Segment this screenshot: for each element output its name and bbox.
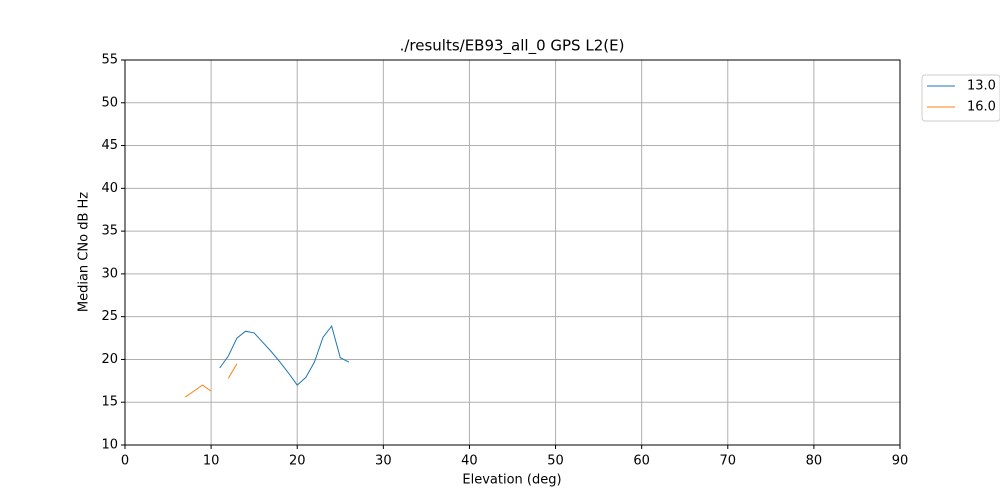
y-tick-label: 25	[101, 309, 118, 324]
y-tick-label: 55	[101, 53, 118, 68]
chart-title: ./results/EB93_all_0 GPS L2(E)	[400, 37, 625, 56]
legend-label: 16.0	[967, 100, 996, 115]
y-axis-label: Median CNo dB Hz	[77, 192, 92, 312]
y-tick-label: 10	[101, 438, 118, 453]
x-tick-label: 60	[633, 454, 650, 469]
x-tick-label: 90	[892, 454, 909, 469]
x-tick-label: 40	[461, 454, 478, 469]
y-tick-label: 15	[101, 395, 118, 410]
y-tick-label: 40	[101, 181, 118, 196]
x-tick-label: 70	[720, 454, 737, 469]
plot-frame	[124, 59, 901, 446]
series-line	[184, 363, 238, 398]
x-tick-label: 80	[806, 454, 823, 469]
y-tick-label: 45	[101, 138, 118, 153]
series-line	[219, 324, 350, 386]
y-tick-label: 35	[101, 224, 118, 239]
x-tick-label: 50	[547, 454, 564, 469]
legend-label: 13.0	[967, 79, 996, 94]
y-tick-label: 30	[101, 266, 118, 281]
y-tick-label: 20	[101, 352, 118, 367]
legend-box	[921, 74, 1000, 122]
x-axis-label: Elevation (deg)	[462, 473, 561, 488]
x-tick-label: 10	[203, 454, 220, 469]
x-tick-label: 20	[289, 454, 306, 469]
y-tick-label: 50	[101, 95, 118, 110]
x-tick-label: 30	[375, 454, 392, 469]
x-tick-label: 0	[121, 454, 129, 469]
